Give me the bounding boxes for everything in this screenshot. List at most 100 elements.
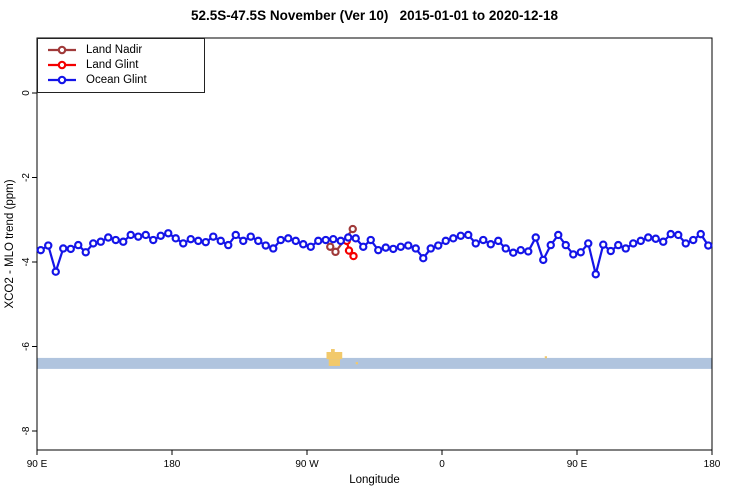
y-tick-label: 0 (21, 90, 32, 96)
line-circle-marker-icon (48, 60, 76, 70)
legend-label-ocean-glint: Ocean Glint (86, 74, 147, 86)
ocean-glint-point (344, 233, 353, 242)
x-tick-label: 180 (704, 459, 721, 470)
land-mark (331, 349, 335, 352)
ocean-glint-point (494, 236, 503, 246)
ocean-glint-point (569, 250, 578, 259)
ocean-glint-point (51, 267, 60, 276)
ocean-glint-point (539, 255, 548, 265)
legend-label-land-glint: Land Glint (86, 59, 139, 71)
ocean-glint-point (576, 248, 585, 257)
x-tick-label: 90 E (567, 459, 588, 470)
ocean-glint-point (126, 230, 135, 240)
ocean-glint-point (149, 235, 158, 245)
ocean-glint-point (81, 248, 90, 257)
land-nadir-point (348, 224, 357, 234)
y-tick-label: -8 (21, 426, 32, 435)
ocean-glint-point (216, 236, 225, 246)
ocean-glint-point (336, 236, 345, 246)
ocean-glint-point (306, 242, 315, 251)
ocean-glint-point (104, 233, 113, 242)
ocean-glint-point (636, 236, 645, 246)
ocean-glint-point (411, 244, 420, 253)
land-nadir-point (326, 242, 335, 251)
ocean-glint-point (96, 237, 105, 246)
land-nadir-point (331, 247, 340, 257)
x-tick-label: 90 E (27, 459, 48, 470)
ocean-glint-point (321, 235, 330, 245)
ocean-glint-point (314, 236, 323, 246)
ocean-glint-point (59, 244, 68, 253)
land-glint-point (349, 251, 358, 261)
legend-label-land-nadir: Land Nadir (86, 44, 143, 56)
ocean-glint-point (374, 245, 383, 255)
legend-item-land-glint: Land Glint (46, 58, 196, 72)
y-tick-label: -4 (21, 257, 32, 266)
line-circle-marker-icon (48, 45, 76, 55)
ocean-glint-point (441, 236, 450, 246)
ocean-glint-point (74, 240, 83, 250)
ocean-glint-point (276, 235, 285, 245)
ocean-glint-point (449, 234, 458, 243)
ocean-glint-point (224, 240, 233, 250)
ocean-glint-point (404, 241, 413, 250)
ocean-glint-point (186, 234, 195, 244)
land-mark (544, 356, 547, 359)
ocean-glint-point (584, 239, 593, 248)
ocean-glint-point (524, 247, 533, 256)
line-circle-marker-icon (48, 75, 76, 85)
ocean-glint-point (599, 240, 608, 249)
ocean-glint-point (419, 253, 428, 263)
ocean-glint-point (36, 245, 45, 255)
ocean-glint-point (269, 244, 278, 253)
ocean-glint-point (666, 229, 675, 239)
ocean-glint-point (621, 244, 630, 253)
land-glint-point (344, 246, 354, 255)
ocean-glint-point (531, 233, 540, 242)
ocean-glint-point (629, 239, 638, 248)
x-tick-label: 90 W (295, 459, 319, 470)
ocean-glint-point (66, 244, 75, 254)
ocean-glint-point (396, 242, 405, 251)
land-mark (326, 351, 343, 360)
ocean-glint-point (209, 232, 218, 241)
ocean-glint-point (674, 230, 683, 240)
ocean-glint-point (194, 236, 203, 246)
ocean-coverage-band (37, 357, 712, 369)
ocean-glint-point (479, 235, 488, 245)
land-mark (355, 362, 358, 365)
ocean-glint-point (546, 240, 555, 250)
ocean-glint-point (644, 233, 653, 242)
ocean-glint-point (284, 234, 293, 243)
ocean-glint-point (501, 244, 510, 253)
legend: Land Nadir Land Glint Ocean Glint (37, 38, 205, 93)
ocean-glint-point (561, 240, 570, 250)
ocean-glint-point (606, 246, 615, 256)
x-tick-label: 0 (439, 459, 445, 470)
ocean-glint-point (651, 234, 660, 243)
ocean-glint-point (299, 240, 308, 249)
ocean-glint-point (254, 236, 263, 246)
ocean-glint-point (591, 270, 600, 279)
ocean-glint-point (164, 229, 173, 238)
ocean-glint-point (516, 245, 525, 255)
ocean-glint-point (689, 235, 698, 245)
ocean-glint-point (704, 241, 713, 250)
ocean-glint-point (434, 241, 443, 250)
y-tick-label: -2 (21, 173, 32, 182)
ocean-glint-point (246, 232, 255, 241)
ocean-glint-point (426, 244, 435, 253)
ocean-glint-point (696, 229, 705, 239)
ocean-glint-point (486, 240, 495, 249)
ocean-glint-point (366, 235, 375, 245)
ocean-glint-point (239, 236, 248, 246)
ocean-glint-point (471, 239, 480, 248)
ocean-glint-point (179, 239, 188, 248)
ocean-glint-point (614, 240, 623, 250)
legend-item-ocean-glint: Ocean Glint (46, 73, 196, 87)
ocean-glint-point (509, 248, 518, 257)
ocean-glint-point (464, 230, 473, 240)
ocean-glint-point (359, 242, 368, 251)
